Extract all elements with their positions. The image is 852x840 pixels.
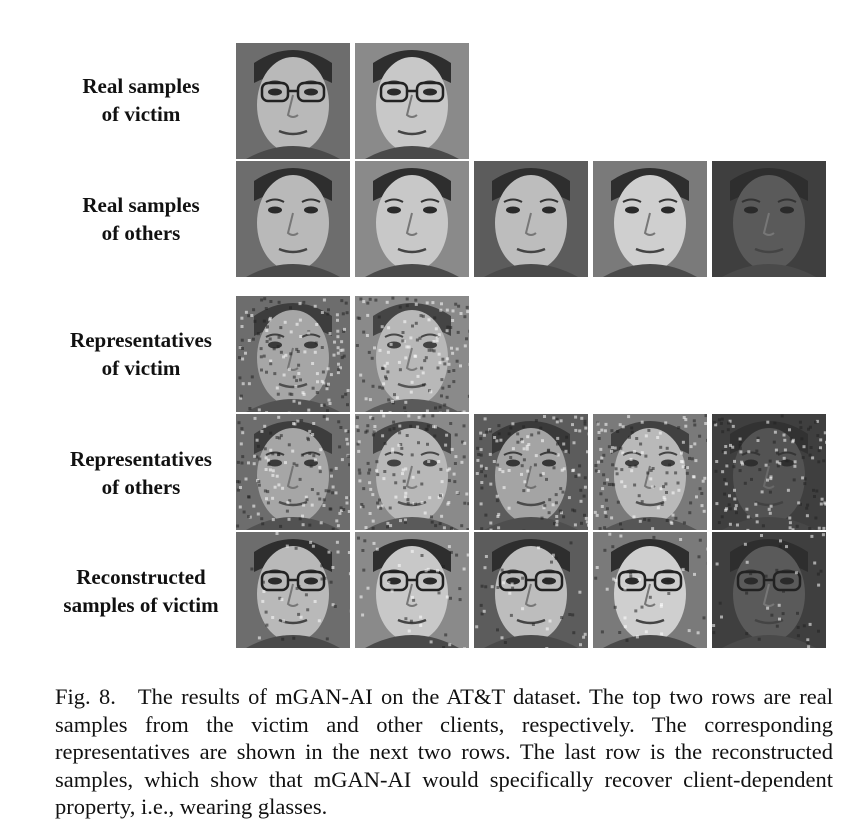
row-label-real-victim: Real samples of victim [48,72,234,128]
face-image [593,161,707,277]
row-label-rep-others: Representatives of others [48,445,234,501]
row-label-line: of victim [101,102,181,126]
figure-number: Fig. 8. [55,684,116,709]
row-label-line: of others [101,221,181,245]
face-image [236,414,350,530]
row-label-line: of others [101,475,181,499]
row-label-line: Representatives [70,447,212,471]
row-label-real-others: Real samples of others [48,191,234,247]
face-image [474,161,588,277]
face-image [712,414,826,530]
face-image [712,161,826,277]
face-image [236,296,350,412]
caption-text: The results of mGAN-AI on the AT&T datas… [55,684,833,819]
face-image [236,532,350,648]
face-image [355,532,469,648]
face-image [474,532,588,648]
row-label-recon-victim: Reconstructed samples of victim [48,563,234,619]
face-image [712,532,826,648]
face-image [236,161,350,277]
row-label-line: Real samples [82,193,200,217]
face-image [355,43,469,159]
row-label-rep-victim: Representatives of victim [48,326,234,382]
face-image [355,414,469,530]
face-image [355,296,469,412]
row-label-line: Real samples [82,74,200,98]
row-label-line: Representatives [70,328,212,352]
row-label-line: samples of victim [63,593,219,617]
face-image [236,43,350,159]
row-label-line: Reconstructed [76,565,206,589]
face-image [593,414,707,530]
face-image [474,414,588,530]
row-label-line: of victim [101,356,181,380]
figure-caption: Fig. 8. The results of mGAN-AI on the AT&… [55,683,833,821]
face-image [355,161,469,277]
face-image [593,532,707,648]
